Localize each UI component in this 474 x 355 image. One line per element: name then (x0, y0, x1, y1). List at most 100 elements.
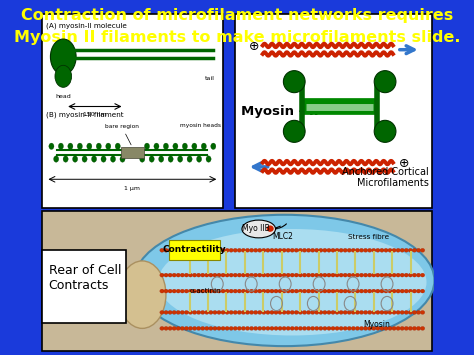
Circle shape (412, 310, 417, 315)
Circle shape (392, 289, 396, 293)
Circle shape (270, 273, 274, 277)
Circle shape (274, 273, 278, 277)
Text: 150 nm: 150 nm (83, 113, 107, 118)
Circle shape (249, 327, 254, 330)
Circle shape (233, 289, 237, 293)
Circle shape (339, 289, 343, 293)
Circle shape (233, 273, 237, 277)
Circle shape (270, 327, 274, 330)
Circle shape (388, 273, 392, 277)
Ellipse shape (96, 143, 101, 149)
Circle shape (331, 289, 335, 293)
Circle shape (160, 327, 164, 330)
Circle shape (274, 310, 278, 315)
Ellipse shape (242, 220, 275, 238)
Circle shape (188, 289, 192, 293)
Circle shape (367, 289, 372, 293)
Text: head: head (55, 94, 71, 99)
Circle shape (262, 273, 266, 277)
Ellipse shape (68, 143, 73, 149)
Ellipse shape (82, 156, 87, 162)
Circle shape (221, 327, 225, 330)
Circle shape (331, 310, 335, 315)
Circle shape (420, 327, 425, 330)
Ellipse shape (187, 156, 192, 162)
Ellipse shape (110, 156, 116, 162)
Circle shape (412, 327, 417, 330)
Ellipse shape (91, 156, 97, 162)
Circle shape (201, 248, 205, 252)
Circle shape (323, 248, 327, 252)
Circle shape (335, 327, 339, 330)
Circle shape (225, 273, 229, 277)
Circle shape (176, 289, 181, 293)
Circle shape (274, 248, 278, 252)
Circle shape (384, 248, 388, 252)
Circle shape (180, 248, 184, 252)
Circle shape (315, 327, 319, 330)
Text: bare region: bare region (105, 124, 138, 145)
Circle shape (364, 310, 368, 315)
Circle shape (327, 289, 331, 293)
Circle shape (355, 310, 360, 315)
Circle shape (225, 248, 229, 252)
Text: MLC2: MLC2 (273, 232, 293, 241)
Circle shape (201, 289, 205, 293)
Circle shape (172, 289, 176, 293)
Circle shape (384, 310, 388, 315)
Circle shape (323, 327, 327, 330)
Circle shape (372, 327, 376, 330)
Circle shape (412, 289, 417, 293)
Circle shape (343, 289, 347, 293)
Circle shape (335, 248, 339, 252)
Circle shape (176, 248, 181, 252)
Circle shape (257, 248, 262, 252)
Circle shape (286, 248, 291, 252)
Ellipse shape (374, 71, 396, 93)
Circle shape (339, 273, 343, 277)
Circle shape (375, 273, 380, 277)
Circle shape (347, 289, 351, 293)
Circle shape (188, 310, 192, 315)
Circle shape (416, 248, 421, 252)
Circle shape (237, 310, 242, 315)
Circle shape (364, 289, 368, 293)
Circle shape (388, 327, 392, 330)
Circle shape (327, 327, 331, 330)
Circle shape (249, 289, 254, 293)
Circle shape (172, 248, 176, 252)
Circle shape (225, 327, 229, 330)
Circle shape (229, 310, 233, 315)
Circle shape (282, 289, 286, 293)
Circle shape (164, 289, 168, 293)
Circle shape (404, 273, 409, 277)
Circle shape (306, 310, 311, 315)
Circle shape (339, 248, 343, 252)
Text: (B) myosin-II filament: (B) myosin-II filament (46, 112, 124, 118)
Circle shape (319, 289, 323, 293)
Circle shape (262, 289, 266, 293)
Ellipse shape (63, 156, 68, 162)
Text: Anchored Cortical
Microfilaments: Anchored Cortical Microfilaments (342, 166, 428, 188)
Circle shape (229, 327, 233, 330)
Circle shape (412, 248, 417, 252)
Circle shape (343, 327, 347, 330)
Circle shape (290, 289, 294, 293)
Circle shape (246, 289, 250, 293)
Circle shape (420, 248, 425, 252)
Circle shape (347, 273, 351, 277)
Circle shape (196, 273, 201, 277)
Circle shape (372, 273, 376, 277)
Circle shape (184, 248, 189, 252)
Circle shape (351, 273, 356, 277)
Text: ⊕: ⊕ (249, 40, 259, 53)
Circle shape (192, 248, 197, 252)
Circle shape (160, 248, 164, 252)
Circle shape (380, 273, 384, 277)
Text: Myosin: Myosin (364, 320, 390, 329)
Circle shape (184, 273, 189, 277)
Circle shape (184, 310, 189, 315)
Circle shape (298, 310, 302, 315)
Circle shape (246, 310, 250, 315)
Circle shape (221, 310, 225, 315)
